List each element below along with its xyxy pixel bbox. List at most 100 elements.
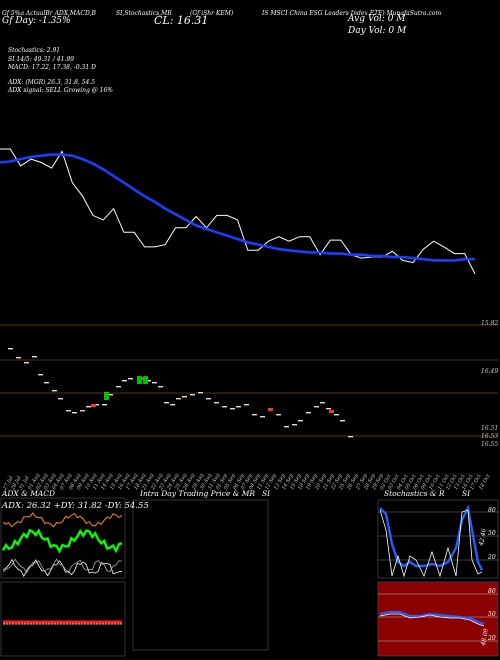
level-mark-37	[276, 414, 281, 416]
level-mark-17	[128, 378, 133, 380]
macd-value: MACD: 17.22, 17.38, -0.31 D	[8, 64, 96, 71]
level-mark-9	[72, 412, 77, 414]
level-box-1	[137, 376, 142, 384]
level-mark-46	[340, 420, 345, 422]
level-mark-1	[16, 357, 21, 359]
intraday-title: Intra Day Trading Price & MR	[140, 489, 256, 498]
level-mark-44	[326, 408, 331, 410]
stoch-title-si: SI	[462, 489, 471, 498]
level-mark-21	[158, 386, 163, 388]
level-label-5: 16.55	[481, 441, 499, 448]
level-mark-41	[306, 412, 311, 414]
stoch-d-line	[379, 509, 483, 578]
stoch-tick-80: 80	[488, 507, 496, 514]
level-mark-16	[122, 380, 127, 382]
level-mark-18	[140, 378, 145, 380]
adx-lines	[1, 512, 123, 578]
level-mark-39	[292, 424, 297, 426]
macd-panel-frame	[0, 581, 126, 657]
level-box-0	[104, 392, 109, 400]
day-change: Gf Day: -1.35%	[2, 16, 71, 26]
si-value: SI 14/5: 49.31 / 41.99	[8, 56, 74, 63]
level-mark-26	[190, 394, 195, 396]
level-label-2: 16.49	[481, 368, 499, 375]
header-title-3: (Gf iShr KEM)	[190, 10, 234, 17]
level-mark-7	[58, 398, 63, 400]
level-mark-34	[252, 414, 257, 416]
level-label-4: 16.53	[481, 433, 499, 440]
level-mark-22	[164, 402, 169, 404]
adx-macd-title: ADX & MACD	[2, 489, 56, 498]
level-mark-42	[314, 406, 319, 408]
level-mark-33	[244, 404, 249, 406]
stochastics-value: Stochastics: 2.91	[8, 47, 61, 54]
adx-value: ADX: (MGR) 26.3, 31.8, 54.5	[8, 79, 96, 86]
price-panel	[0, 148, 476, 275]
avg-volume: Avg Vol: 0 M	[348, 14, 406, 24]
stoch-tick-20: 20	[488, 554, 496, 561]
header-title-1: Gf 5%a ActualBr ADX,MACD,B	[2, 10, 96, 17]
level-mark-11	[86, 406, 91, 408]
level-mark-23	[170, 404, 175, 406]
adx-signal: ADX signal: SELL Growing @ 16%	[8, 87, 113, 94]
level-label-3: 16.51	[481, 425, 499, 432]
stoch-title: Stochastics & R	[384, 489, 445, 498]
level-box-4	[268, 408, 273, 411]
level-mark-24	[176, 398, 181, 400]
header-title-4: IS MSCI China ESG Leaders Index ETF) Mun…	[262, 10, 442, 17]
level-mark-20	[152, 382, 157, 384]
si-tick-20: 20	[488, 635, 496, 642]
level-label-1: 15.82	[481, 320, 499, 327]
si-signal-line	[379, 613, 485, 627]
level-mark-5	[44, 382, 49, 384]
level-mark-30	[222, 406, 227, 408]
level-mark-40	[298, 420, 303, 422]
stoch-k-line	[379, 504, 484, 571]
level-mark-25	[182, 396, 187, 398]
adx-main-line	[1, 528, 123, 554]
level-mark-2	[24, 362, 29, 364]
adx-readout: ADX: 26.32 +DY: 31.82 -DY: 54.55	[2, 501, 149, 511]
level-mark-14	[108, 394, 113, 396]
price-series-line-0	[0, 148, 476, 275]
level-mark-45	[334, 414, 339, 416]
level-box-3	[91, 404, 96, 407]
level-mark-29	[214, 402, 219, 404]
level-mark-28	[206, 398, 211, 400]
level-mark-3	[32, 356, 37, 358]
close-price: CL: 16.31	[154, 14, 209, 27]
header-title-2: SI,Stochastics,MR	[116, 10, 172, 17]
level-mark-15	[116, 386, 121, 388]
level-mark-0	[8, 348, 13, 350]
price-series-line-1	[0, 153, 475, 262]
si-lines	[378, 593, 498, 642]
level-mark-19	[146, 380, 151, 382]
level-mark-35	[260, 416, 265, 418]
level-mark-32	[236, 406, 241, 408]
adx-minus-line	[2, 558, 123, 578]
stoch-lines	[378, 504, 498, 578]
intraday-panel-frame	[132, 499, 269, 651]
level-mark-13	[102, 404, 107, 406]
si-panel-frame	[377, 581, 499, 657]
si-tick-80: 80	[488, 588, 496, 595]
adx-plus-line	[2, 512, 123, 528]
level-mark-12	[94, 404, 99, 406]
level-mark-8	[66, 410, 71, 412]
level-mark-31	[230, 408, 235, 410]
intraday-title-si: SI	[262, 489, 271, 498]
si-main-line	[379, 610, 485, 626]
level-mark-38	[284, 426, 289, 428]
level-mark-27	[198, 392, 203, 394]
level-mark-10	[80, 410, 85, 412]
level-mark-43	[320, 402, 325, 404]
level-mark-6	[52, 390, 57, 392]
adx-aux-line	[2, 558, 123, 574]
macd-lines	[3, 620, 122, 625]
level-mark-4	[38, 374, 43, 376]
day-volume: Day Vol: 0 M	[348, 26, 407, 36]
level-box-5	[329, 410, 334, 413]
level-mark-47	[348, 436, 353, 438]
level-box-2	[143, 376, 148, 384]
